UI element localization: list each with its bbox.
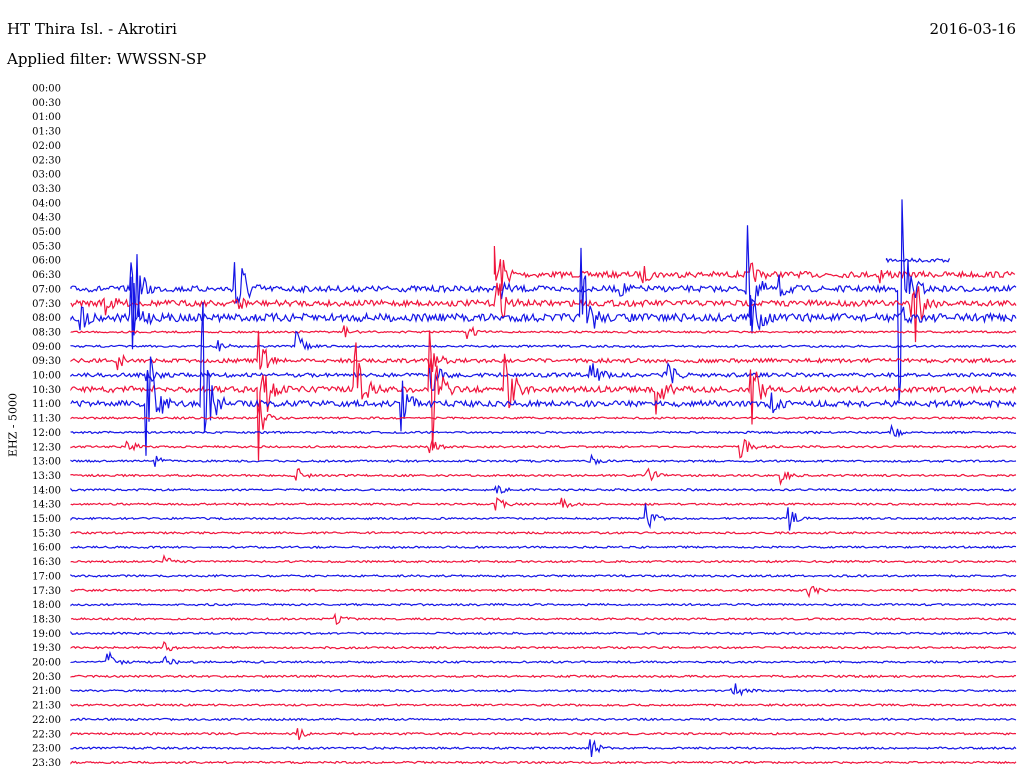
time-tick-label: 13:00 — [32, 457, 61, 468]
seismic-trace — [70, 674, 1017, 679]
time-tick-label: 20:00 — [32, 658, 61, 669]
station-title: HT Thira Isl. - Akrotiri — [7, 20, 177, 38]
time-tick-label: 11:00 — [32, 399, 61, 410]
time-tick-label: 02:00 — [32, 141, 61, 152]
seismic-trace — [70, 739, 1017, 757]
seismic-trace — [70, 545, 1017, 550]
seismic-trace — [70, 399, 1017, 430]
time-tick-label: 12:00 — [32, 428, 61, 439]
seismic-trace — [70, 573, 1017, 578]
seismic-trace — [70, 199, 1017, 402]
seismic-trace — [70, 423, 1017, 439]
time-tick-label: 17:00 — [32, 571, 61, 582]
seismic-trace — [70, 247, 1017, 350]
seismic-trace — [70, 602, 1017, 607]
time-tick-label: 15:30 — [32, 528, 61, 539]
seismic-trace — [70, 585, 1017, 599]
seismic-trace — [70, 484, 1017, 494]
time-tick-label: 21:00 — [32, 686, 61, 697]
seismic-trace — [70, 330, 1016, 373]
time-tick-label: 13:30 — [32, 471, 61, 482]
time-tick-label: 18:00 — [32, 600, 61, 611]
seismic-trace — [70, 467, 1017, 487]
time-tick-label: 12:30 — [32, 442, 61, 453]
seismic-trace — [70, 641, 1017, 652]
filter-label: Applied filter: WWSSN-SP — [7, 50, 207, 68]
time-tick-label: 19:00 — [32, 629, 61, 640]
time-tick-label: 14:00 — [32, 485, 61, 496]
seismic-trace — [70, 531, 1017, 535]
seismic-trace — [70, 503, 1017, 531]
time-tick-label: 09:30 — [32, 356, 61, 367]
time-tick-label: 07:30 — [32, 299, 61, 310]
seismic-trace — [70, 612, 1017, 626]
time-tick-label: 20:30 — [32, 672, 61, 683]
time-tick-label: 11:30 — [32, 414, 61, 425]
time-tick-label: 23:30 — [32, 758, 61, 769]
time-tick-label: 19:30 — [32, 643, 61, 654]
time-tick-label: 10:00 — [32, 371, 61, 382]
time-tick-label: 22:30 — [32, 729, 61, 740]
seismic-trace — [70, 302, 1017, 456]
time-tick-label: 17:30 — [32, 586, 61, 597]
seismic-trace — [70, 438, 1017, 459]
time-tick-label: 03:30 — [32, 184, 61, 195]
seismic-trace — [70, 361, 1017, 391]
time-tick-label: 04:00 — [32, 198, 61, 209]
seismic-trace — [70, 727, 1017, 741]
time-tick-label: 06:30 — [32, 270, 61, 281]
time-tick-label: 14:30 — [32, 500, 61, 511]
time-tick-label: 18:30 — [32, 614, 61, 625]
seismic-trace — [885, 257, 951, 264]
time-tick-label: 16:00 — [32, 543, 61, 554]
time-tick-label: 06:00 — [32, 256, 61, 267]
time-tick-label: 21:30 — [32, 701, 61, 712]
seismic-trace — [70, 717, 1017, 722]
time-tick-label: 22:00 — [32, 715, 61, 726]
seismic-trace — [70, 760, 1017, 765]
date-label: 2016-03-16 — [929, 20, 1016, 38]
time-tick-label: 01:30 — [32, 127, 61, 138]
time-tick-label: 09:00 — [32, 342, 61, 353]
seismic-trace — [70, 325, 1017, 340]
seismic-trace — [493, 245, 1016, 292]
time-tick-label: 07:00 — [32, 284, 61, 295]
time-tick-label: 16:30 — [32, 557, 61, 568]
seismic-trace — [70, 282, 1017, 343]
seismic-trace — [70, 497, 1017, 511]
time-tick-label: 05:30 — [32, 241, 61, 252]
time-tick-label: 00:00 — [32, 84, 61, 95]
time-tick-label: 23:00 — [32, 744, 61, 755]
seismic-trace — [70, 330, 1017, 461]
seismic-trace — [70, 330, 1017, 352]
time-tick-label: 02:30 — [32, 155, 61, 166]
seismic-trace — [70, 453, 1017, 467]
time-tick-label: 05:00 — [32, 227, 61, 238]
seismic-trace — [70, 650, 1017, 666]
time-tick-label: 08:30 — [32, 327, 61, 338]
time-tick-label: 10:30 — [32, 385, 61, 396]
time-tick-label: 08:00 — [32, 313, 61, 324]
time-tick-label: 15:00 — [32, 514, 61, 525]
seismic-trace — [70, 703, 1017, 707]
time-tick-label: 01:00 — [32, 112, 61, 123]
seismic-trace — [70, 683, 1017, 697]
seismic-trace — [70, 630, 1016, 636]
seismic-trace — [70, 553, 1017, 564]
time-tick-label: 04:30 — [32, 213, 61, 224]
time-tick-label: 00:30 — [32, 98, 61, 109]
time-tick-label: 03:00 — [32, 170, 61, 181]
